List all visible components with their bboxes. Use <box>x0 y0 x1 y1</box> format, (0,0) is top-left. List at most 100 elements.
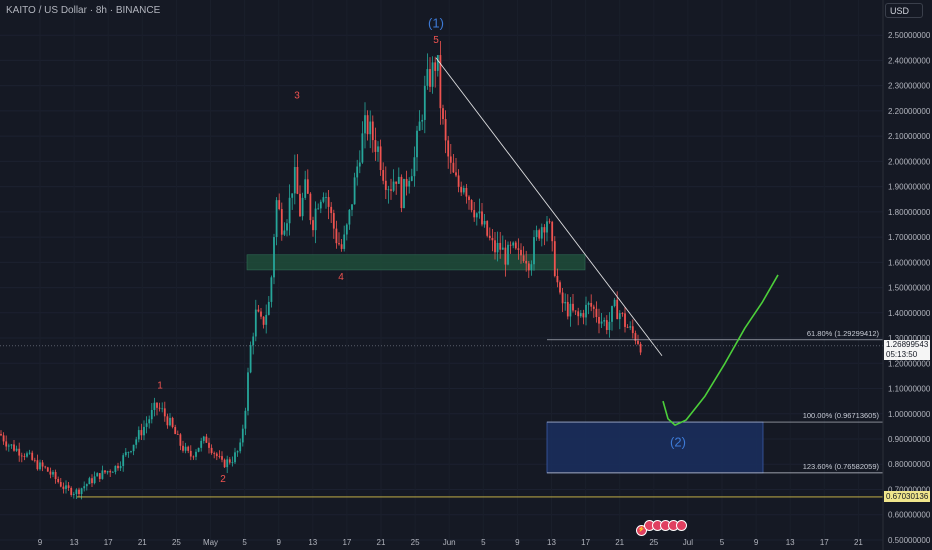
candle-body <box>96 473 99 477</box>
x-tick-label: 13 <box>547 538 556 547</box>
event-flag-icon[interactable] <box>676 520 687 531</box>
y-tick-label: 2.00000000 <box>888 157 931 166</box>
x-tick-label: Jul <box>683 538 693 547</box>
symbol-title[interactable]: KAITO / US Dollar · 8h · BINANCE <box>6 5 161 16</box>
candle-body <box>137 430 140 440</box>
candle-body <box>462 187 465 193</box>
candle-body <box>426 69 429 86</box>
candle-body <box>564 302 567 304</box>
candle-body <box>158 407 161 409</box>
candle-body <box>582 313 585 318</box>
candle-body <box>338 243 340 245</box>
y-tick-label: 1.80000000 <box>888 208 931 217</box>
candle-body <box>226 459 229 468</box>
candle-body <box>559 282 561 293</box>
candle-body <box>525 260 528 264</box>
candle-body <box>28 452 31 454</box>
candle-body <box>447 140 450 157</box>
candle-body <box>67 485 70 488</box>
candle-body <box>62 486 65 489</box>
candle-body <box>145 423 148 427</box>
fib-label: 61.80% (1.29299412) <box>807 329 880 338</box>
candle-body <box>486 221 489 236</box>
candle-body <box>189 450 192 457</box>
candle-body <box>501 247 504 250</box>
wave-label: 3 <box>294 90 300 101</box>
candle-body <box>304 179 307 198</box>
candle-body <box>26 453 28 457</box>
candle-body <box>306 179 309 194</box>
candle-body <box>460 186 463 193</box>
candle-body <box>98 473 101 479</box>
candle-body <box>215 453 218 457</box>
candle-body <box>161 408 164 410</box>
candle-body <box>585 304 587 318</box>
wave-label: (2) <box>670 435 686 450</box>
candle-body <box>405 178 408 187</box>
candle-body <box>41 462 44 467</box>
candle-body <box>538 230 541 239</box>
y-tick-label: 0.70000000 <box>888 485 931 494</box>
candle-body <box>410 176 413 181</box>
candle-body <box>314 208 317 231</box>
x-tick-label: May <box>203 538 218 547</box>
x-tick-label: 9 <box>515 538 520 547</box>
candle-body <box>611 306 613 322</box>
candle-body <box>270 277 273 302</box>
y-tick-label: 1.00000000 <box>888 410 931 419</box>
candle-body <box>291 193 294 198</box>
candle-body <box>494 240 496 253</box>
y-tick-label: 0.60000000 <box>888 511 931 520</box>
candle-body <box>387 189 390 191</box>
x-tick-label: 17 <box>342 538 351 547</box>
candle-body <box>408 180 411 187</box>
candle-body <box>423 85 426 120</box>
candle-body <box>421 119 424 122</box>
x-axis[interactable]: 9 13 17 21 25 May 5 9 13 17 21 25 Jun 5 9 13 17 21 25 Jul 5 9… <box>38 538 864 547</box>
candle-body <box>553 241 556 276</box>
candle-body <box>179 434 182 446</box>
candle-body <box>187 446 190 451</box>
x-tick-label: 9 <box>38 538 43 547</box>
candle-body <box>143 426 145 436</box>
candle-body <box>267 301 270 315</box>
low-price-label: 0.67030136 <box>884 491 930 503</box>
candle-body <box>122 455 125 467</box>
candle-body <box>288 197 291 224</box>
candle-body <box>566 302 569 317</box>
candle-body <box>546 221 548 233</box>
y-axis[interactable]: 2.50000000 2.40000000 2.30000000 2.20000000… <box>882 0 931 550</box>
economic-events[interactable]: ⚡ <box>636 518 687 536</box>
candle-body <box>520 249 522 256</box>
candle-body <box>213 452 216 454</box>
candle-body <box>429 69 431 87</box>
candle-body <box>377 146 379 152</box>
candle-body <box>205 436 208 443</box>
candle-body <box>374 140 377 152</box>
x-tick-label: 5 <box>720 538 725 547</box>
candle-body <box>299 193 301 217</box>
candle-body <box>127 452 130 453</box>
candle-body <box>135 439 138 445</box>
candle-body <box>608 321 611 331</box>
candle-body <box>283 230 286 235</box>
candle-body <box>488 235 491 238</box>
y-tick-label: 2.10000000 <box>888 132 931 141</box>
candle-body <box>535 230 538 238</box>
candle-body <box>384 180 387 190</box>
candle-body <box>629 326 632 328</box>
currency-button[interactable]: USD <box>885 3 923 18</box>
candle-body <box>634 333 637 341</box>
candle-body <box>540 227 543 239</box>
candle-body <box>78 489 80 495</box>
candle-body <box>418 121 421 131</box>
candle-body <box>522 255 525 261</box>
candle-body <box>330 206 333 214</box>
candle-body <box>150 409 153 420</box>
candle-body <box>184 446 187 451</box>
candle-body <box>301 197 304 217</box>
candle-body <box>512 242 515 246</box>
candle-body <box>262 316 265 325</box>
candle-body <box>605 320 608 331</box>
